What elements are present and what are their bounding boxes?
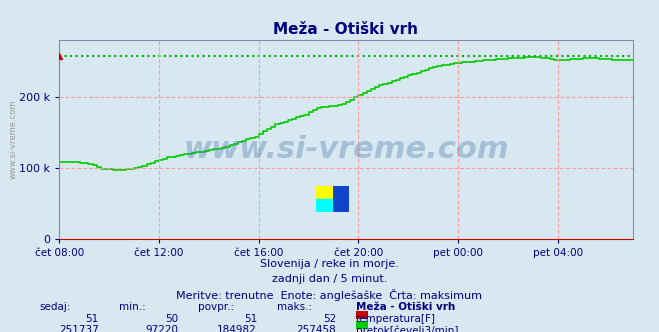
Text: Meža - Otiški vrh: Meža - Otiški vrh [356, 302, 455, 312]
Text: temperatura[F]: temperatura[F] [356, 314, 436, 324]
Bar [316, 186, 333, 199]
Text: 97220: 97220 [145, 325, 178, 332]
Text: 50: 50 [165, 314, 178, 324]
Text: www.si-vreme.com: www.si-vreme.com [9, 100, 18, 179]
Text: Slovenija / reke in morje.: Slovenija / reke in morje. [260, 259, 399, 269]
Text: maks.:: maks.: [277, 302, 312, 312]
Text: 51: 51 [86, 314, 99, 324]
Bar [316, 199, 333, 212]
Text: sedaj:: sedaj: [40, 302, 71, 312]
Text: povpr.:: povpr.: [198, 302, 234, 312]
Text: www.si-vreme.com: www.si-vreme.com [183, 135, 509, 164]
Text: zadnji dan / 5 minut.: zadnji dan / 5 minut. [272, 274, 387, 284]
Text: Meritve: trenutne  Enote: anglešaške  Črta: maksimum: Meritve: trenutne Enote: anglešaške Črta… [177, 289, 482, 301]
Text: min.:: min.: [119, 302, 146, 312]
Text: 251737: 251737 [59, 325, 99, 332]
Title: Meža - Otiški vrh: Meža - Otiški vrh [273, 22, 418, 37]
Text: 257458: 257458 [297, 325, 336, 332]
Text: 52: 52 [323, 314, 336, 324]
Text: 184982: 184982 [217, 325, 257, 332]
Text: 51: 51 [244, 314, 257, 324]
Text: pretok[čevelj3/min]: pretok[čevelj3/min] [356, 325, 459, 332]
